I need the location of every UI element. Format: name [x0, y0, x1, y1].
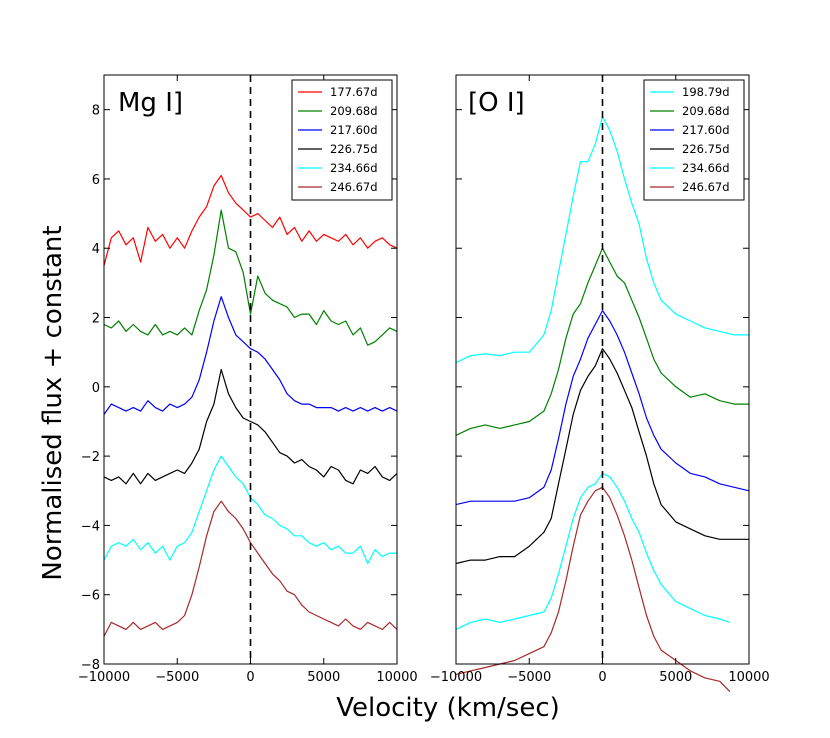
oi-legend-label: 198.79d	[682, 85, 730, 99]
mg-x-tick-label: 5000	[307, 670, 340, 685]
oi-x-tick-label: −10000	[430, 670, 482, 685]
oi-legend-box	[643, 79, 745, 201]
mg-x-tick-label: 10000	[376, 670, 417, 685]
mg-legend-label: 209.68d	[330, 104, 378, 118]
mg-panel: −10000 −5000 0 5000 10000 −8 −6 −4 −2 0 2 4 6 8 Mg I] 1…	[78, 74, 418, 685]
mg-panel-title: Mg I]	[118, 88, 183, 118]
mg-y-tick-label: 0	[92, 381, 100, 396]
mg-legend-label: 177.67d	[330, 85, 378, 99]
oi-x-tick-label: 0	[598, 670, 606, 685]
oi-series-line-226.75d	[455, 348, 749, 565]
mg-x-tick-label: −10000	[78, 670, 130, 685]
oi-panel: −10000 −5000 0 5000 10000 [O I] 198.79d 209.68d…	[430, 74, 770, 693]
mg-y-tick-label: 6	[92, 173, 100, 188]
mg-legend-label: 234.66d	[330, 161, 378, 175]
mg-series-line-226.75d	[103, 368, 398, 485]
y-axis-label: Normalised flux + constant	[38, 225, 68, 580]
oi-panel-title: [O I]	[468, 88, 525, 118]
mg-series-line-177.67d	[103, 174, 398, 266]
mg-y-tick-label: −4	[81, 519, 100, 534]
oi-series-line-217.60d	[455, 310, 750, 506]
mg-y-tick-label: 2	[92, 312, 100, 327]
oi-series-line-246.67d	[455, 486, 731, 693]
mg-legend-label: 217.60d	[330, 123, 378, 137]
mg-y-tick-label: −6	[81, 589, 100, 604]
mg-series-line-209.68d	[103, 209, 398, 346]
x-axis-label: Velocity (km/sec)	[336, 693, 560, 723]
oi-legend-label: 234.66d	[682, 161, 730, 175]
oi-legend-label: 217.60d	[682, 123, 730, 137]
mg-legend-label: 226.75d	[330, 142, 378, 156]
oi-legend-label: 226.75d	[682, 142, 730, 156]
mg-y-tick-label: −2	[81, 450, 100, 465]
mg-y-tick-label: 8	[92, 104, 100, 119]
mg-series-line-217.60d	[103, 296, 398, 415]
oi-legend-label: 209.68d	[682, 104, 730, 118]
mg-legend-label: 246.67d	[330, 180, 378, 194]
oi-x-tick-label: 10000	[728, 670, 769, 685]
mg-y-tick-label: −8	[81, 658, 100, 673]
oi-x-tick-label: −5000	[507, 670, 551, 685]
oi-legend-label: 246.67d	[682, 180, 730, 194]
mg-x-tick-label: −5000	[155, 670, 199, 685]
oi-series-line-234.66d	[455, 472, 731, 630]
mg-series-line-246.67d	[103, 500, 398, 637]
oi-x-tick-label: 5000	[659, 670, 692, 685]
mg-x-tick-label: 0	[246, 670, 254, 685]
mg-y-tick-label: 4	[92, 242, 100, 257]
mg-legend-box	[291, 79, 393, 201]
